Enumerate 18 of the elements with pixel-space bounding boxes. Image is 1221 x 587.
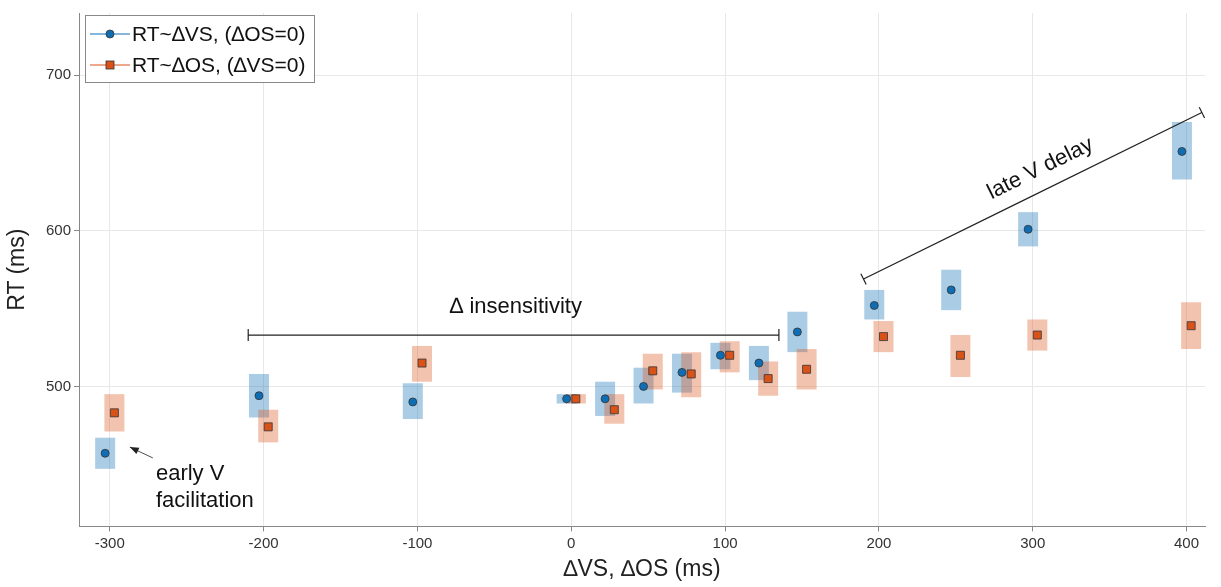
legend-label: RT~∆OS, (∆VS=0) xyxy=(132,52,306,77)
x-tick-label: -300 xyxy=(94,533,125,551)
annotation: late V delay xyxy=(982,130,1097,204)
legend-label: RT~∆VS, (∆OS=0) xyxy=(132,21,306,46)
y-tick-label: 700 xyxy=(45,65,71,83)
x-tick-label: 200 xyxy=(866,533,892,551)
x-tick-label: 300 xyxy=(1020,533,1046,551)
annotation: early V facilitation xyxy=(155,459,254,512)
x-tick-label: 400 xyxy=(1174,533,1200,551)
x-tick-label: -100 xyxy=(402,533,433,551)
annotation: ∆ insensitivity xyxy=(449,293,582,319)
x-tick-label: -200 xyxy=(248,533,279,551)
y-tick-label: 500 xyxy=(45,376,71,394)
x-tick-label: 100 xyxy=(712,533,738,551)
y-tick-label: 600 xyxy=(45,220,71,238)
x-axis-title: ∆VS, ∆OS (ms) xyxy=(563,554,721,581)
x-tick-label: 0 xyxy=(567,533,576,551)
y-axis-title: RT (ms) xyxy=(3,228,30,311)
